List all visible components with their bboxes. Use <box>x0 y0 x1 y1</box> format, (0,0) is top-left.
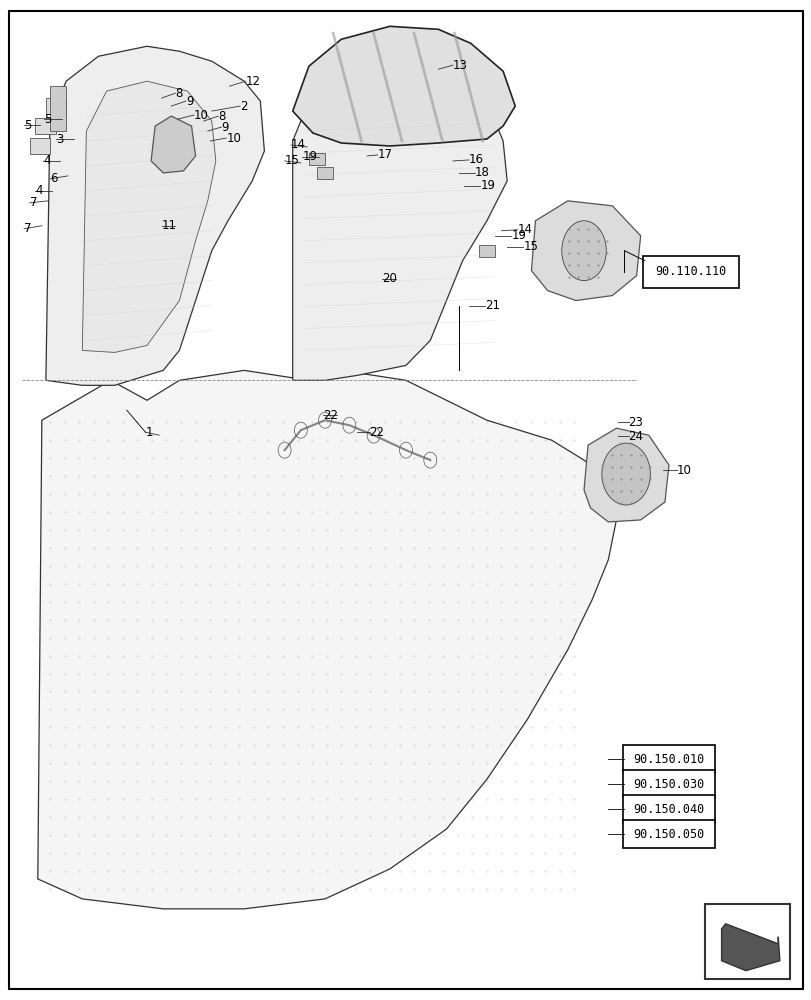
Text: 19: 19 <box>480 179 495 192</box>
Text: 14: 14 <box>517 223 532 236</box>
Text: 5: 5 <box>24 119 32 132</box>
Polygon shape <box>721 924 779 971</box>
Text: 9: 9 <box>186 95 193 108</box>
FancyBboxPatch shape <box>622 745 714 773</box>
Text: 9: 9 <box>221 121 229 134</box>
Text: 19: 19 <box>511 229 526 242</box>
Bar <box>50 86 66 131</box>
Text: 10: 10 <box>194 109 208 122</box>
Text: 20: 20 <box>381 272 396 285</box>
Polygon shape <box>82 81 216 352</box>
Polygon shape <box>38 370 616 909</box>
Text: 2: 2 <box>240 100 247 113</box>
Bar <box>36 118 55 134</box>
Polygon shape <box>151 116 195 173</box>
Text: 18: 18 <box>474 166 489 179</box>
Text: 90.150.010: 90.150.010 <box>633 753 704 766</box>
Text: 15: 15 <box>523 240 538 253</box>
Ellipse shape <box>601 443 650 505</box>
Text: 90.150.030: 90.150.030 <box>633 778 704 791</box>
Text: 10: 10 <box>226 132 241 145</box>
Polygon shape <box>583 428 668 522</box>
Text: 15: 15 <box>285 154 299 167</box>
Text: 22: 22 <box>323 409 338 422</box>
Text: 1: 1 <box>145 426 152 439</box>
Bar <box>478 245 495 257</box>
Text: 4: 4 <box>36 184 43 197</box>
Text: 8: 8 <box>175 87 182 100</box>
Bar <box>705 904 789 979</box>
FancyBboxPatch shape <box>622 770 714 798</box>
Text: 3: 3 <box>56 133 64 146</box>
Text: 19: 19 <box>302 150 317 163</box>
FancyBboxPatch shape <box>642 256 739 288</box>
Text: 13: 13 <box>453 59 467 72</box>
Text: 10: 10 <box>676 464 691 477</box>
Text: 7: 7 <box>30 196 37 209</box>
Text: 21: 21 <box>485 299 500 312</box>
FancyBboxPatch shape <box>622 820 714 848</box>
Text: 16: 16 <box>469 153 483 166</box>
Text: 8: 8 <box>218 110 225 123</box>
Text: 7: 7 <box>24 222 32 235</box>
FancyBboxPatch shape <box>622 795 714 823</box>
Text: 90.150.050: 90.150.050 <box>633 828 704 841</box>
Bar <box>46 98 66 114</box>
Polygon shape <box>46 46 264 385</box>
Bar <box>316 167 333 179</box>
Ellipse shape <box>561 221 606 281</box>
Polygon shape <box>530 201 640 301</box>
Bar <box>308 153 324 165</box>
Text: 6: 6 <box>50 172 58 185</box>
Text: 4: 4 <box>44 154 51 167</box>
Polygon shape <box>292 26 515 146</box>
Text: 23: 23 <box>628 416 642 429</box>
Text: 90.150.040: 90.150.040 <box>633 803 704 816</box>
Bar <box>30 138 50 154</box>
Text: 90.110.110: 90.110.110 <box>654 265 726 278</box>
Polygon shape <box>292 76 507 380</box>
Text: 5: 5 <box>45 113 52 126</box>
Text: 22: 22 <box>369 426 384 439</box>
Text: 11: 11 <box>161 219 177 232</box>
Text: 17: 17 <box>377 148 393 161</box>
Text: 12: 12 <box>246 75 260 88</box>
Text: 24: 24 <box>628 430 643 443</box>
Text: 14: 14 <box>290 138 306 151</box>
